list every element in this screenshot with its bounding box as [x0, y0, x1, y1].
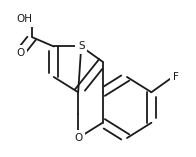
Text: OH: OH — [16, 14, 32, 24]
Text: O: O — [16, 48, 24, 58]
Text: S: S — [78, 41, 84, 51]
Text: O: O — [74, 133, 82, 143]
Text: F: F — [173, 72, 179, 82]
